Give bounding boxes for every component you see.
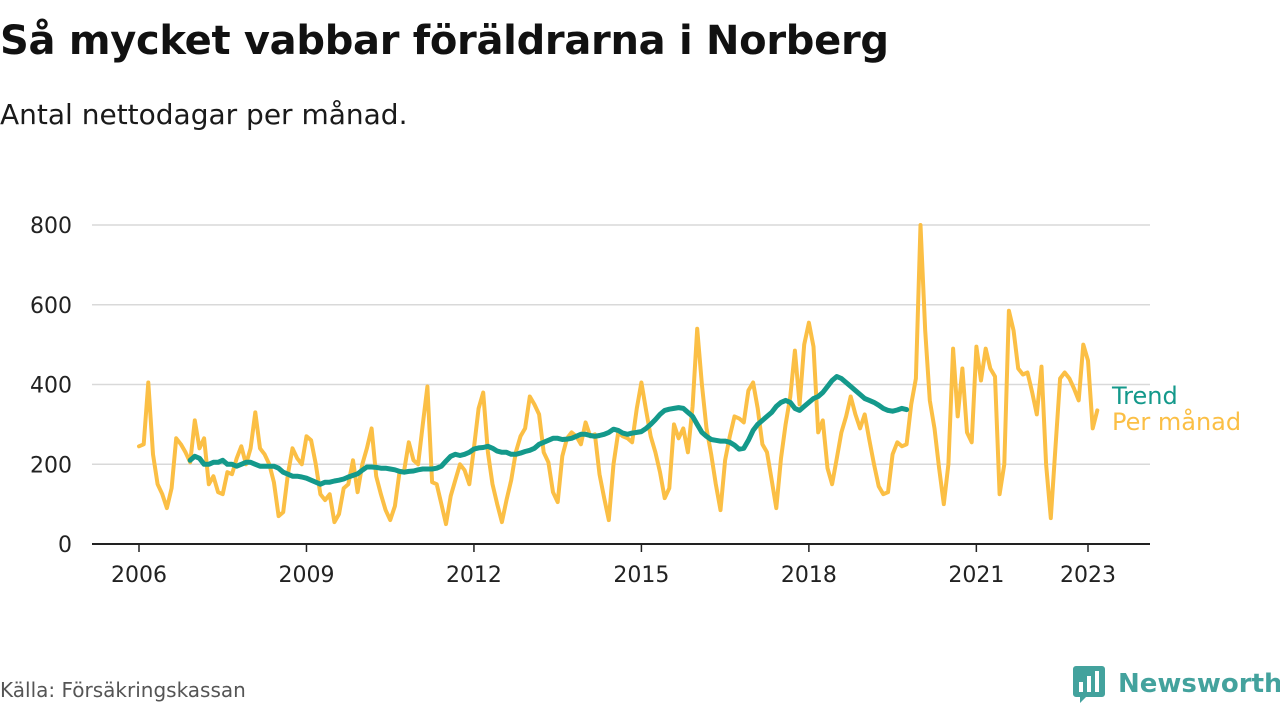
trend-label: Trend xyxy=(1111,382,1178,410)
grid-layer xyxy=(92,224,1150,465)
newsworthy-logo: Newsworthy xyxy=(1072,662,1280,706)
x-tick-label: 2021 xyxy=(948,563,1004,588)
y-tick-label: 800 xyxy=(30,214,72,239)
x-tick-label: 2023 xyxy=(1060,563,1116,588)
source-note: Källa: Försäkringskassan xyxy=(0,678,246,702)
bar-chart-speech-bubble-icon xyxy=(1073,666,1105,703)
y-tick-label: 400 xyxy=(30,374,72,399)
brand-name: Newsworthy xyxy=(1118,669,1280,699)
y-tick-label: 600 xyxy=(30,294,72,319)
x-tick-label: 2012 xyxy=(446,563,502,588)
monthly-label: Per månad xyxy=(1112,407,1241,436)
x-tick-label: 2018 xyxy=(781,563,837,588)
trend-line xyxy=(187,374,910,487)
y-axis: 0 200 400 600 800 xyxy=(30,214,72,558)
x-tick-label: 2009 xyxy=(278,563,334,588)
x-tick-label: 2015 xyxy=(613,563,669,588)
chart-title: Så mycket vabbar föräldrarna i Norberg xyxy=(0,18,889,64)
x-axis: 2006 2009 2012 2015 2018 2021 2023 xyxy=(92,543,1150,588)
x-tick-label: 2006 xyxy=(111,563,167,588)
chart-subtitle: Antal nettodagar per månad. xyxy=(0,98,408,131)
series-layer xyxy=(137,223,1100,527)
y-tick-label: 0 xyxy=(58,533,72,558)
monthly-line xyxy=(137,223,1100,527)
y-tick-label: 200 xyxy=(30,453,72,478)
